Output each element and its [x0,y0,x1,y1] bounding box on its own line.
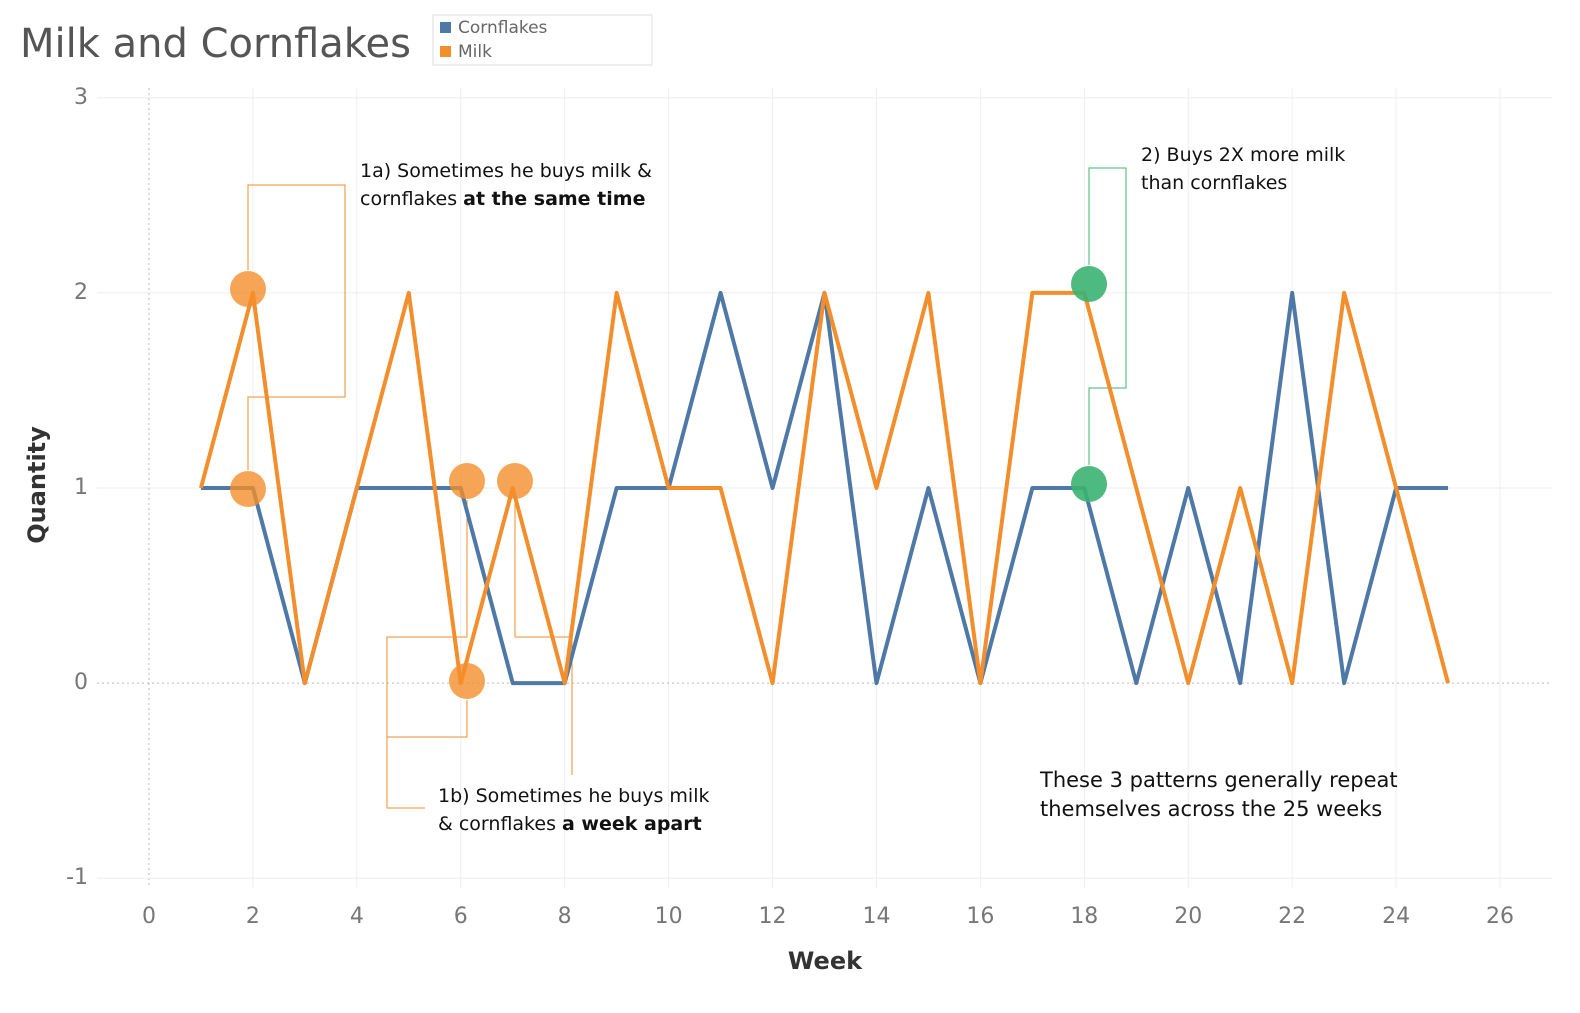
highlights [230,266,1107,699]
annotation-connectors [247,184,573,809]
annotation: 1a) Sometimes he buys milk & cornflakes a… [360,157,660,213]
annotation-emphasis: at the same time [463,188,646,210]
legend-swatch [440,22,451,33]
annotation-connector [1088,167,1127,465]
x-tick-label: 26 [1486,904,1514,929]
x-tick-label: 24 [1382,904,1410,929]
x-tick-label: 14 [862,904,890,929]
annotation-text: 1b) Sometimes he buys milk & cornflakes [438,785,710,835]
y-tick-label: 0 [74,670,88,695]
x-tick-label: 18 [1070,904,1098,929]
annotation-text: 1a) Sometimes he buys milk & cornflakes [360,160,652,210]
legend-box [432,14,653,66]
x-tick-label: 8 [558,904,572,929]
series-line [198,290,1451,686]
y-axis-title: Quantity [23,426,51,544]
x-tick-label: 10 [655,904,683,929]
legend-label: Milk [458,42,492,62]
x-tick-label: 2 [246,904,260,929]
x-tick-label: 4 [350,904,364,929]
y-tick-label: 1 [74,475,88,500]
x-tick-label: 16 [966,904,994,929]
annotation: 2) Buys 2X more milk than cornflakes [1141,141,1361,197]
x-tick-label: 20 [1174,904,1202,929]
y-tick-label: 2 [74,280,88,305]
x-tick-label: 0 [142,904,156,929]
annotation-emphasis: a week apart [561,813,702,835]
y-tick-label: -1 [66,865,88,890]
legend-swatch [440,46,451,57]
x-tick-label: 12 [759,904,787,929]
annotation: 1b) Sometimes he buys milk & cornflakes a… [438,782,718,838]
annotation-text: 2) Buys 2X more milk than cornflakes [1141,144,1346,194]
x-axis-title: Week [788,947,863,975]
x-tick-label: 22 [1278,904,1306,929]
annotation: These 3 patterns generally repeat themse… [1040,766,1400,824]
legend-label: Cornflakes [458,18,548,38]
annotation-text: These 3 patterns generally repeat themse… [1040,768,1398,821]
chart-title: Milk and Cornflakes [20,21,411,67]
x-tick-label: 6 [454,904,468,929]
y-tick-label: 3 [74,85,88,110]
